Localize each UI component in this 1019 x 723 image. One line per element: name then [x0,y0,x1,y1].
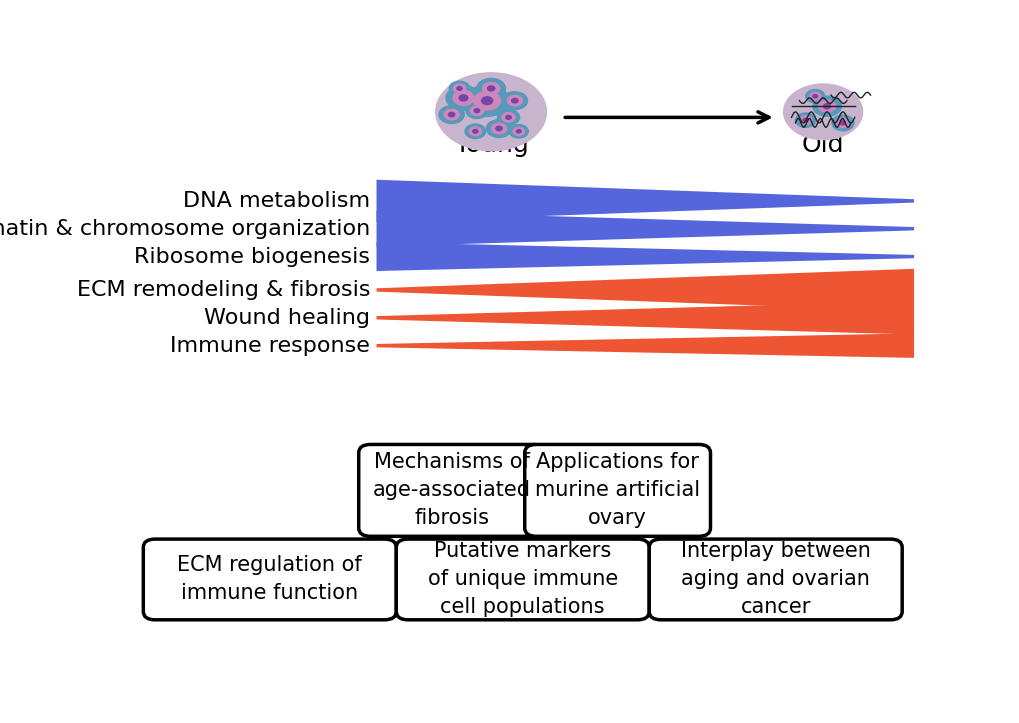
Circle shape [501,92,527,110]
Text: Chromatin & chromosome organization: Chromatin & chromosome organization [0,219,370,239]
FancyBboxPatch shape [649,539,902,620]
Circle shape [809,93,820,100]
Circle shape [469,127,481,136]
Text: ECM remodeling & fibrosis: ECM remodeling & fibrosis [76,280,370,300]
Circle shape [802,119,807,122]
Text: DNA metabolism: DNA metabolism [182,191,370,211]
Circle shape [795,113,815,127]
Circle shape [508,124,528,138]
Circle shape [501,113,515,122]
Circle shape [836,119,849,128]
Circle shape [497,110,519,125]
Circle shape [495,127,501,131]
Circle shape [465,85,508,116]
Circle shape [466,103,487,119]
Text: Young: Young [453,133,528,157]
FancyBboxPatch shape [143,539,395,620]
Polygon shape [376,269,913,311]
Text: Interplay between
aging and ovarian
cancer: Interplay between aging and ovarian canc… [680,542,870,617]
Circle shape [512,98,518,103]
Circle shape [445,85,480,110]
Text: Applications for
murine artificial
ovary: Applications for murine artificial ovary [535,453,699,529]
Polygon shape [376,301,913,335]
Ellipse shape [435,73,546,151]
Circle shape [506,95,522,106]
Circle shape [448,81,470,95]
Ellipse shape [783,84,862,140]
FancyBboxPatch shape [524,445,710,536]
Polygon shape [376,211,913,247]
Circle shape [465,124,485,139]
FancyBboxPatch shape [359,445,544,536]
Circle shape [472,129,478,133]
Text: Immune response: Immune response [170,335,370,356]
Circle shape [812,96,841,116]
Circle shape [513,127,524,135]
Circle shape [822,103,829,108]
Polygon shape [376,333,913,358]
Circle shape [443,109,459,120]
Circle shape [487,86,494,91]
Circle shape [516,129,521,133]
Circle shape [491,123,506,134]
Circle shape [438,106,464,124]
Circle shape [481,97,492,105]
Circle shape [832,115,853,131]
Circle shape [452,84,466,93]
Text: Old: Old [801,133,844,157]
Circle shape [477,78,504,98]
Circle shape [470,106,483,116]
Circle shape [482,82,499,95]
Circle shape [448,112,454,117]
Circle shape [840,121,845,125]
Text: ECM regulation of
immune function: ECM regulation of immune function [177,555,362,604]
Circle shape [474,91,500,110]
Circle shape [505,116,511,119]
Text: Wound healing: Wound healing [204,308,370,328]
Circle shape [805,90,824,103]
Polygon shape [376,242,913,271]
Circle shape [812,95,817,98]
Circle shape [799,116,811,124]
Text: Mechanisms of
age-associated
fibrosis: Mechanisms of age-associated fibrosis [372,453,530,529]
Circle shape [452,90,474,106]
Circle shape [486,119,512,137]
Polygon shape [376,180,913,222]
Circle shape [457,87,462,90]
Text: Ribosome biogenesis: Ribosome biogenesis [135,247,370,267]
Text: Putative markers
of unique immune
cell populations: Putative markers of unique immune cell p… [427,542,618,617]
FancyBboxPatch shape [395,539,649,620]
Circle shape [459,95,468,101]
Circle shape [818,100,835,112]
Circle shape [474,108,479,113]
